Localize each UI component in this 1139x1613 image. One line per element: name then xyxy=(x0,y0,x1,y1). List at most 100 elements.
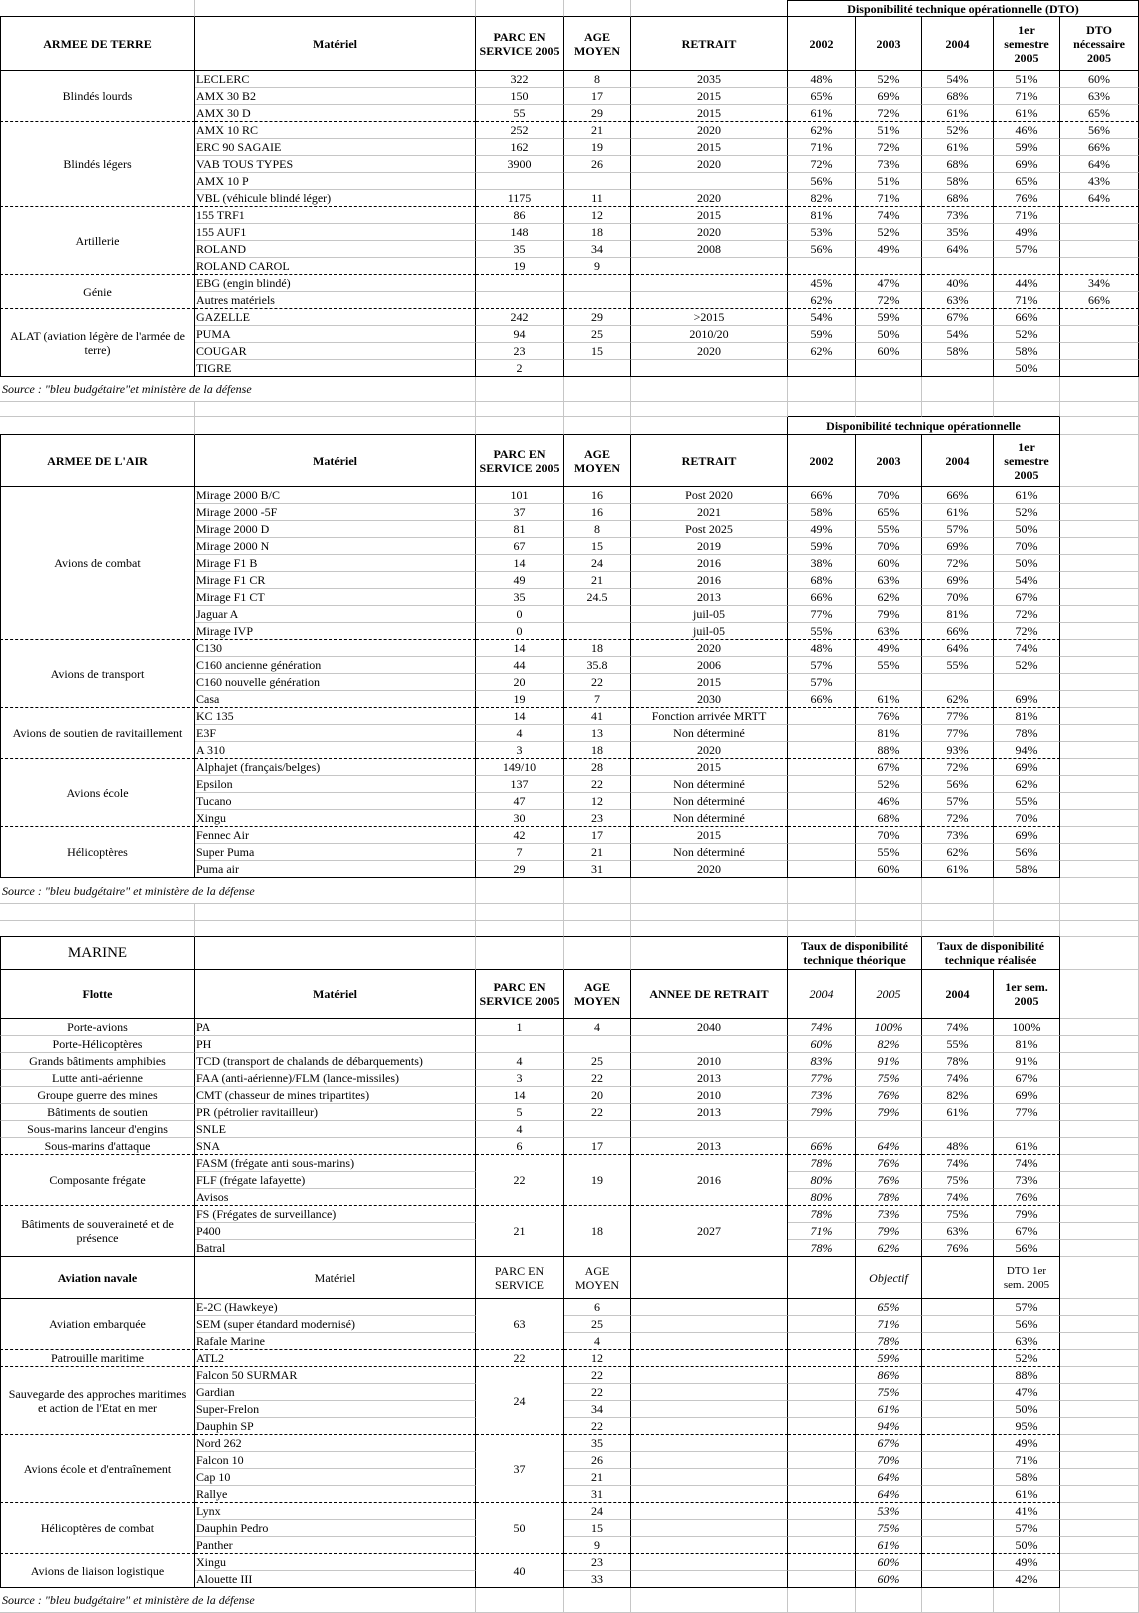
table-cell: 12 xyxy=(564,1350,631,1367)
source-row: Source : "bleu budgétaire"et ministère d… xyxy=(0,377,1139,402)
empty-cell xyxy=(1060,1155,1139,1172)
table-cell: 64% xyxy=(1060,156,1139,173)
empty-cell xyxy=(788,1503,856,1520)
table-cell: 59% xyxy=(788,538,856,555)
table-cell xyxy=(1060,309,1139,326)
table-cell: 71% xyxy=(856,1316,922,1333)
table-cell: 2020 xyxy=(631,861,788,878)
table-cell: TCD (transport de chalands de débarqueme… xyxy=(195,1053,476,1070)
table-cell: 79% xyxy=(856,606,922,623)
column-header: Aviation navale xyxy=(0,1257,195,1299)
empty-cell xyxy=(922,1333,994,1350)
table-cell: 252 xyxy=(476,122,564,139)
empty-cell xyxy=(195,0,476,17)
table-cell: 46% xyxy=(856,793,922,810)
table-cell: 37 xyxy=(476,1435,564,1503)
table-cell: 61% xyxy=(922,139,994,156)
table-cell: 94 xyxy=(476,326,564,343)
column-header: 1er sem. 2005 xyxy=(994,970,1060,1019)
empty-cell xyxy=(1060,1036,1139,1053)
super-header: Taux de disponibilité technique réalisée xyxy=(922,937,1060,970)
table-cell: 60% xyxy=(1060,71,1139,88)
table-cell xyxy=(922,360,994,377)
empty-cell xyxy=(922,1350,994,1367)
table-cell: 3 xyxy=(476,742,564,759)
table-cell: 61% xyxy=(994,105,1060,122)
table-cell: 63% xyxy=(856,623,922,640)
empty-cell xyxy=(1060,1189,1139,1206)
table-cell: Non déterminé xyxy=(631,776,788,793)
table-cell xyxy=(788,827,856,844)
table-cell: 69% xyxy=(994,759,1060,776)
table-cell: 72% xyxy=(856,139,922,156)
table-cell: 58% xyxy=(994,343,1060,360)
empty-cell xyxy=(631,937,788,970)
table-cell: 4 xyxy=(476,1121,564,1138)
table-cell: 16 xyxy=(564,487,631,504)
table-cell: PR (pétrolier ravitailleur) xyxy=(195,1104,476,1121)
table-cell: 60% xyxy=(788,1036,856,1053)
table-cell: 35 xyxy=(476,241,564,258)
table-cell: 2015 xyxy=(631,139,788,156)
empty-cell xyxy=(994,1588,1060,1613)
table-cell: 71% xyxy=(994,88,1060,105)
table-cell: 60% xyxy=(856,343,922,360)
empty-cell xyxy=(1060,1104,1139,1121)
table-row: PUMA 94 25 2010/20 59% 50% 54% 52% xyxy=(0,326,1139,343)
table-cell: 53% xyxy=(788,224,856,241)
table-cell: 41% xyxy=(994,1503,1060,1520)
empty-cell xyxy=(922,1469,994,1486)
empty-cell xyxy=(631,1486,788,1503)
table-cell: 63% xyxy=(922,1223,994,1240)
table-cell: 58% xyxy=(994,861,1060,878)
table-cell: 149/10 xyxy=(476,759,564,776)
table-cell: 64% xyxy=(922,640,994,657)
table-cell xyxy=(788,742,856,759)
spacer-row xyxy=(0,904,1139,921)
table-row: C160 nouvelle génération 20 22 2015 57% xyxy=(0,674,1139,691)
table-cell xyxy=(631,258,788,275)
table-cell: 67% xyxy=(994,589,1060,606)
table-cell: 57% xyxy=(994,1520,1060,1537)
table-cell: 2006 xyxy=(631,657,788,674)
table-cell: 70% xyxy=(994,538,1060,555)
table-cell: 22 xyxy=(564,674,631,691)
column-header: 2005 xyxy=(856,970,922,1019)
table-cell: 242 xyxy=(476,309,564,326)
table-cell: 79% xyxy=(994,1206,1060,1223)
empty-cell xyxy=(788,402,856,417)
table-cell: Non déterminé xyxy=(631,810,788,827)
table-cell: Gardian xyxy=(195,1384,476,1401)
table-cell xyxy=(564,606,631,623)
table-cell: 162 xyxy=(476,139,564,156)
table-row: Epsilon 137 22 Non déterminé 52% 56% 62% xyxy=(0,776,1139,793)
header-row: Flotte Matériel PARC EN SERVICE 2005 AGE MO… xyxy=(0,970,1139,1019)
table-cell: C160 ancienne génération xyxy=(195,657,476,674)
table-cell: Non déterminé xyxy=(631,844,788,861)
table-cell xyxy=(476,275,564,292)
table-cell: 62% xyxy=(922,844,994,861)
table-row: ROLAND CAROL 19 9 xyxy=(0,258,1139,275)
table-cell: TIGRE xyxy=(195,360,476,377)
empty-cell xyxy=(922,1588,994,1613)
table-cell: 21 xyxy=(476,1206,564,1257)
source-row: Source : "bleu budgétaire" et ministère … xyxy=(0,878,1139,904)
table-row: P400 71% 79% 63% 67% xyxy=(0,1223,1139,1240)
table-cell: 42% xyxy=(994,1571,1060,1588)
table-cell: 76% xyxy=(922,1240,994,1257)
column-header: 2004 xyxy=(922,17,994,71)
table-cell: 74% xyxy=(922,1189,994,1206)
empty-cell xyxy=(922,1571,994,1588)
table-row: Mirage F1 CR 49 21 2016 68% 63% 69% 54% xyxy=(0,572,1139,589)
empty-cell xyxy=(788,1537,856,1554)
table-cell: 47% xyxy=(856,275,922,292)
empty-cell xyxy=(1060,1401,1139,1418)
table-cell: 28 xyxy=(564,759,631,776)
table-cell: Dauphin Pedro xyxy=(195,1520,476,1537)
table-cell: Mirage 2000 -5F xyxy=(195,504,476,521)
table-cell: PH xyxy=(195,1036,476,1053)
column-header: 2004 xyxy=(922,435,994,487)
table-cell: 61% xyxy=(856,1401,922,1418)
empty-cell xyxy=(922,1418,994,1435)
table-cell: A 310 xyxy=(195,742,476,759)
